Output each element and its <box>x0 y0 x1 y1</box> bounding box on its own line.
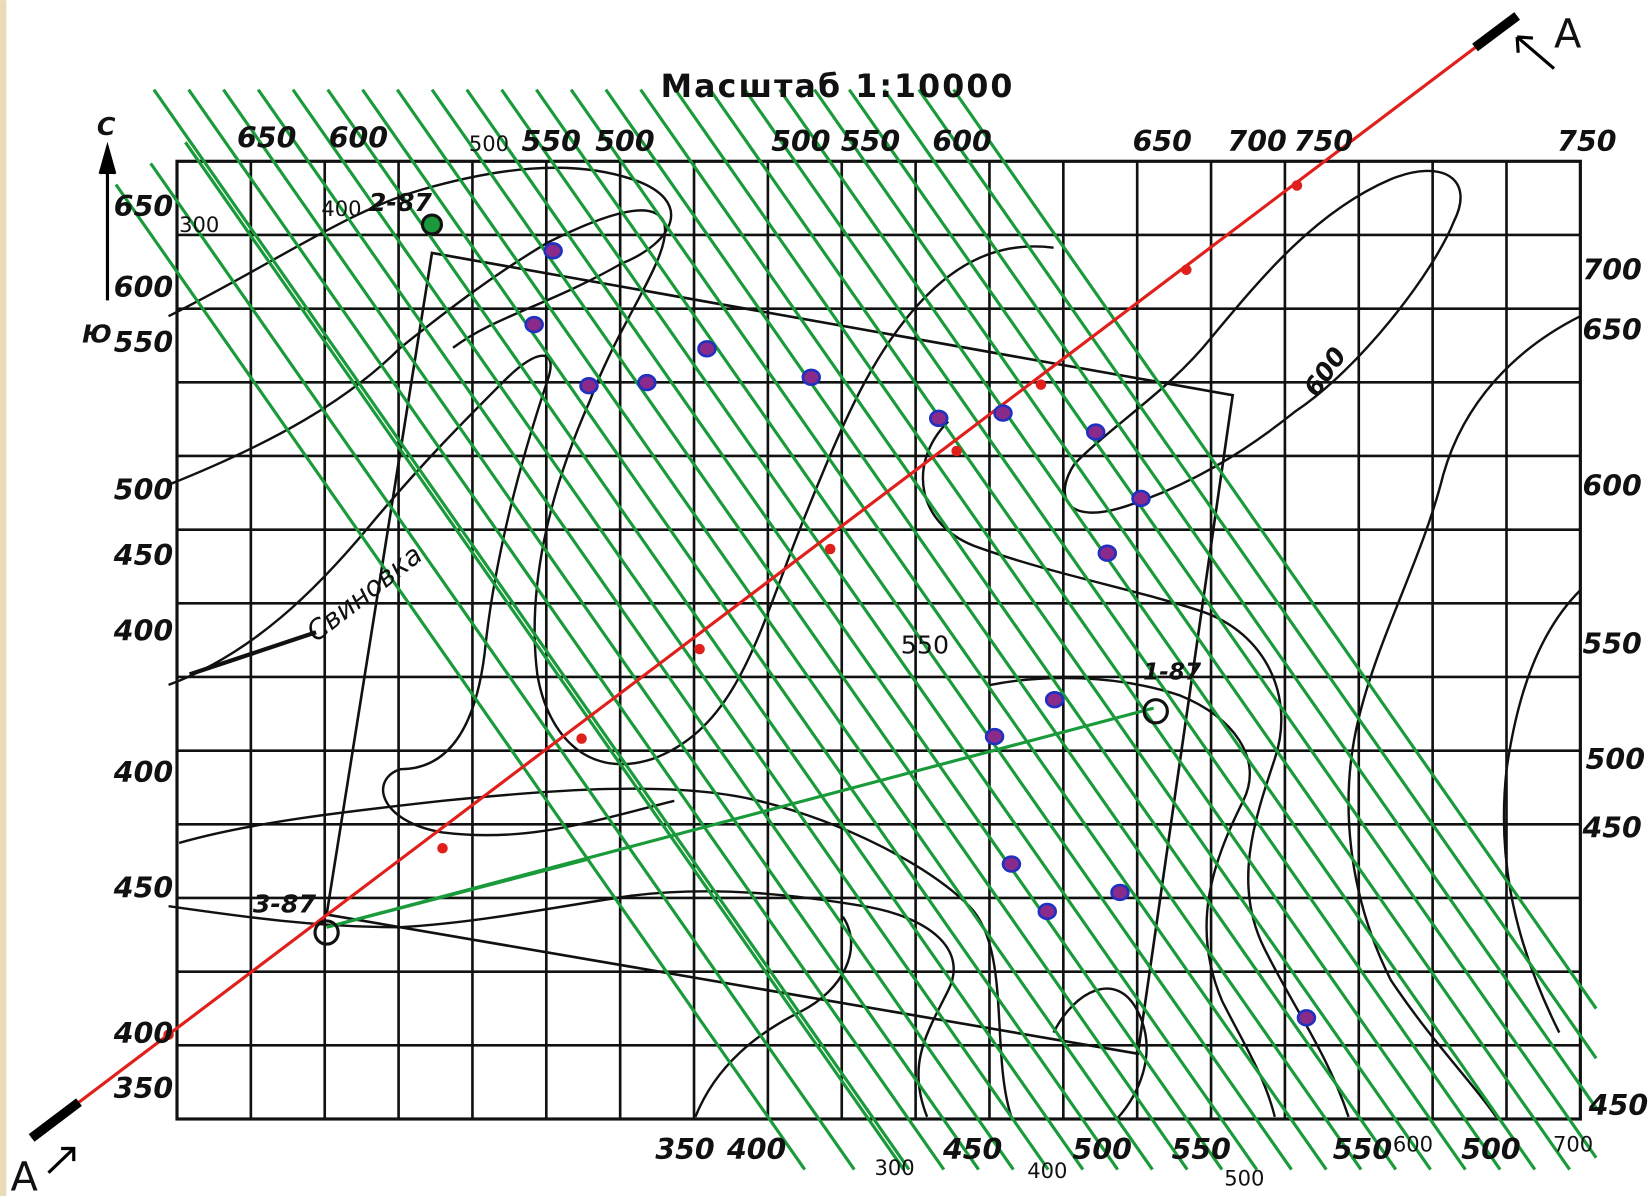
bottom-label: 500 <box>1073 1133 1132 1166</box>
top-label: 600 <box>329 122 388 155</box>
well-label: 2-87 <box>369 188 433 217</box>
point <box>803 370 820 385</box>
top-label: 750 <box>1294 125 1353 158</box>
left-label: 400 <box>113 1017 173 1050</box>
contour-label: 550 <box>901 630 949 659</box>
top-label: 550 <box>841 125 900 158</box>
scale-title: Масштаб 1:10000 <box>661 69 1015 105</box>
point <box>1039 904 1056 919</box>
south-label: Ю <box>82 320 112 349</box>
point <box>581 378 598 393</box>
left-label: 500 <box>114 473 173 506</box>
left-label: 550 <box>114 326 173 359</box>
bottom-label: 550 <box>1172 1133 1231 1166</box>
left-label: 400 <box>113 615 173 648</box>
point <box>1003 857 1020 872</box>
point <box>1099 546 1116 561</box>
point <box>930 411 947 426</box>
point <box>1087 425 1104 440</box>
right-label: 450 <box>1588 1089 1648 1122</box>
bottom-label: 600 <box>1393 1132 1433 1157</box>
left-label: 400 <box>321 196 361 221</box>
section-label: A <box>11 1155 39 1196</box>
point <box>545 243 562 258</box>
bottom-label: 300 <box>874 1155 914 1180</box>
section-point <box>576 733 587 744</box>
right-label: 650 <box>1582 313 1641 346</box>
top-label: 750 <box>1557 125 1616 158</box>
left-label: 450 <box>113 872 173 905</box>
top-label: 650 <box>237 122 296 155</box>
bottom-label: 500 <box>1461 1133 1520 1166</box>
section-point <box>825 544 836 555</box>
section-label: A <box>1554 12 1582 58</box>
bottom-label: 400 <box>726 1133 786 1166</box>
bottom-label: 350 <box>655 1133 714 1166</box>
left-label: 450 <box>113 539 173 572</box>
top-label: 600 <box>932 125 991 158</box>
right-label: 700 <box>1582 253 1641 286</box>
point <box>1112 885 1129 900</box>
top-label: 700 <box>1227 125 1286 158</box>
well-label: 3-87 <box>253 889 317 918</box>
left-label: 600 <box>114 271 173 304</box>
point <box>995 406 1012 421</box>
point <box>1133 491 1150 506</box>
point <box>1298 1010 1315 1025</box>
map: Масштаб 1:10000 A A С Ю 2-87 1-87 3-87 С… <box>0 0 1652 1196</box>
point <box>1046 692 1063 707</box>
point <box>699 341 716 356</box>
north-label: С <box>97 112 116 141</box>
section-point <box>694 644 705 655</box>
right-label: 550 <box>1582 627 1641 660</box>
point <box>986 729 1003 744</box>
section-point <box>1181 265 1192 276</box>
bottom-label: 400 <box>1027 1158 1067 1183</box>
left-label: 300 <box>179 212 219 237</box>
background <box>0 0 1652 1196</box>
point <box>526 317 543 332</box>
section-point <box>1036 379 1047 390</box>
bottom-label: 450 <box>942 1133 1002 1166</box>
section-point <box>437 843 448 854</box>
well <box>422 215 441 234</box>
left-label: 350 <box>114 1072 173 1105</box>
bottom-label: 700 <box>1553 1132 1593 1157</box>
edge <box>0 0 6 1196</box>
left-label: 400 <box>113 756 173 789</box>
right-label: 600 <box>1582 469 1641 502</box>
well-label: 1-87 <box>1143 659 1202 686</box>
top-label: 650 <box>1133 125 1192 158</box>
top-label: 550 <box>522 125 581 158</box>
bottom-label: 500 <box>1224 1165 1264 1190</box>
top-label: 500 <box>771 125 830 158</box>
right-label: 450 <box>1581 812 1641 845</box>
section-point <box>951 446 962 457</box>
top-label: 500 <box>595 125 654 158</box>
right-label: 500 <box>1586 743 1645 776</box>
section-point <box>1292 180 1303 191</box>
top-label: 500 <box>469 131 509 156</box>
left-label: 650 <box>114 190 173 223</box>
point <box>638 375 655 390</box>
bottom-label: 550 <box>1333 1133 1392 1166</box>
